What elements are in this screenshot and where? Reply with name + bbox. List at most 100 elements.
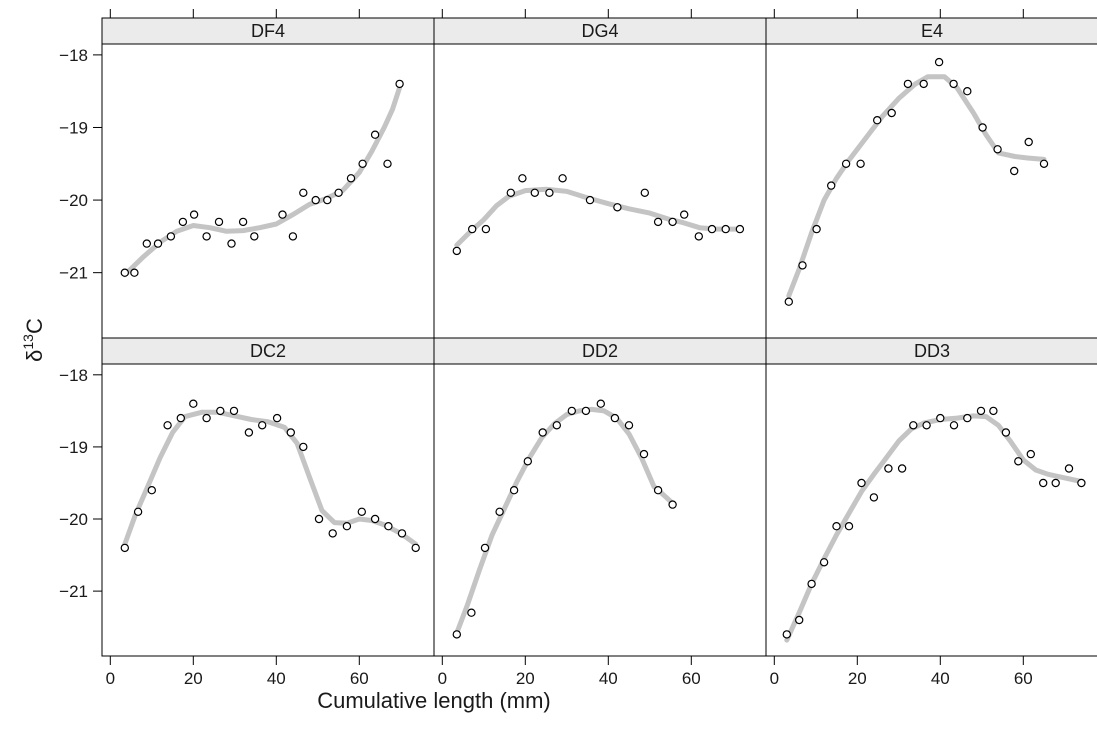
data-point [166, 232, 176, 241]
data-point [1051, 478, 1060, 488]
data-point [567, 406, 577, 416]
data-point [1001, 428, 1011, 437]
data-point [1026, 449, 1036, 459]
panel-frame [765, 43, 1097, 339]
data-point [668, 500, 677, 509]
data-point [272, 413, 282, 423]
data-point [397, 529, 407, 538]
smooth-curve [784, 413, 1084, 643]
data-point [299, 188, 308, 197]
y-tick-label: −20 [59, 191, 88, 210]
data-point [558, 174, 567, 183]
data-point [978, 123, 987, 132]
data-point [1014, 457, 1023, 466]
data-point [370, 130, 380, 139]
data-point [323, 195, 332, 205]
data-point [1039, 159, 1049, 168]
data-point [856, 159, 865, 168]
x-axis-title: Cumulative length (mm) [317, 688, 551, 713]
data-point [467, 608, 476, 617]
strip-label: DD3 [914, 341, 950, 361]
data-point [832, 522, 841, 531]
data-point [827, 181, 836, 190]
data-point [639, 449, 649, 459]
data-point [989, 406, 998, 416]
data-point [357, 507, 366, 516]
x-tick-label: 40 [931, 669, 950, 688]
data-point [481, 224, 491, 234]
data-point [250, 232, 259, 241]
y-tick-label: −20 [59, 510, 88, 529]
data-point [468, 224, 477, 234]
smooth-curve [122, 409, 419, 547]
data-point [311, 195, 320, 205]
data-point [694, 232, 704, 241]
data-point [202, 413, 211, 423]
strip-background [433, 17, 767, 45]
data-point [976, 406, 986, 416]
data-point [993, 145, 1002, 154]
data-point [721, 224, 730, 234]
panel-dd2: DD2 [433, 337, 767, 657]
panel-dg4: DG4 [433, 17, 767, 339]
data-point [844, 522, 854, 531]
data-point [229, 406, 239, 416]
data-point [163, 421, 172, 430]
data-point [1024, 137, 1033, 147]
data-point [934, 57, 944, 67]
data-point [949, 79, 958, 89]
data-point [1038, 478, 1048, 488]
panel-frame [765, 363, 1097, 657]
panel-dc2: DC2 [101, 337, 435, 657]
panel-frame [101, 43, 435, 339]
data-point [963, 413, 972, 423]
data-point [936, 413, 945, 423]
data-point [963, 86, 972, 96]
data-point [495, 507, 504, 516]
data-point [238, 217, 248, 227]
data-point [869, 493, 879, 502]
x-tick-label: 0 [770, 669, 779, 688]
data-point [383, 159, 392, 168]
data-point [538, 428, 547, 437]
data-point [244, 428, 254, 437]
data-point [314, 514, 324, 524]
data-point [286, 428, 295, 437]
data-point [120, 268, 130, 277]
data-point [841, 159, 851, 168]
panel-e4: E4 [765, 17, 1097, 339]
y-tick-label: −21 [59, 582, 88, 601]
x-tick-label: 40 [267, 669, 286, 688]
data-point [523, 457, 533, 466]
data-point [130, 268, 139, 277]
data-point [384, 522, 393, 531]
data-point [227, 239, 236, 248]
data-point [411, 543, 420, 553]
data-point [807, 579, 816, 589]
strip-label: DC2 [250, 341, 286, 361]
data-point [258, 421, 267, 430]
data-point [334, 188, 343, 197]
strip-label: DF4 [251, 21, 285, 41]
x-tick-label: 60 [682, 669, 701, 688]
data-point [518, 174, 527, 183]
data-point [640, 188, 650, 197]
data-point [545, 188, 554, 197]
data-point [897, 464, 907, 473]
data-point [919, 79, 928, 89]
data-point [506, 188, 515, 197]
data-point [613, 203, 622, 212]
data-point [784, 297, 794, 306]
data-point [189, 210, 199, 219]
data-point [903, 79, 913, 89]
data-point [653, 486, 663, 495]
data-point [1077, 478, 1086, 488]
data-point [509, 486, 519, 495]
x-tick-label: 60 [1014, 669, 1033, 688]
strip-background [765, 337, 1097, 365]
data-point [120, 543, 130, 553]
data-point [153, 239, 163, 248]
data-point [133, 507, 143, 516]
data-point [795, 615, 804, 625]
data-point [395, 79, 404, 89]
